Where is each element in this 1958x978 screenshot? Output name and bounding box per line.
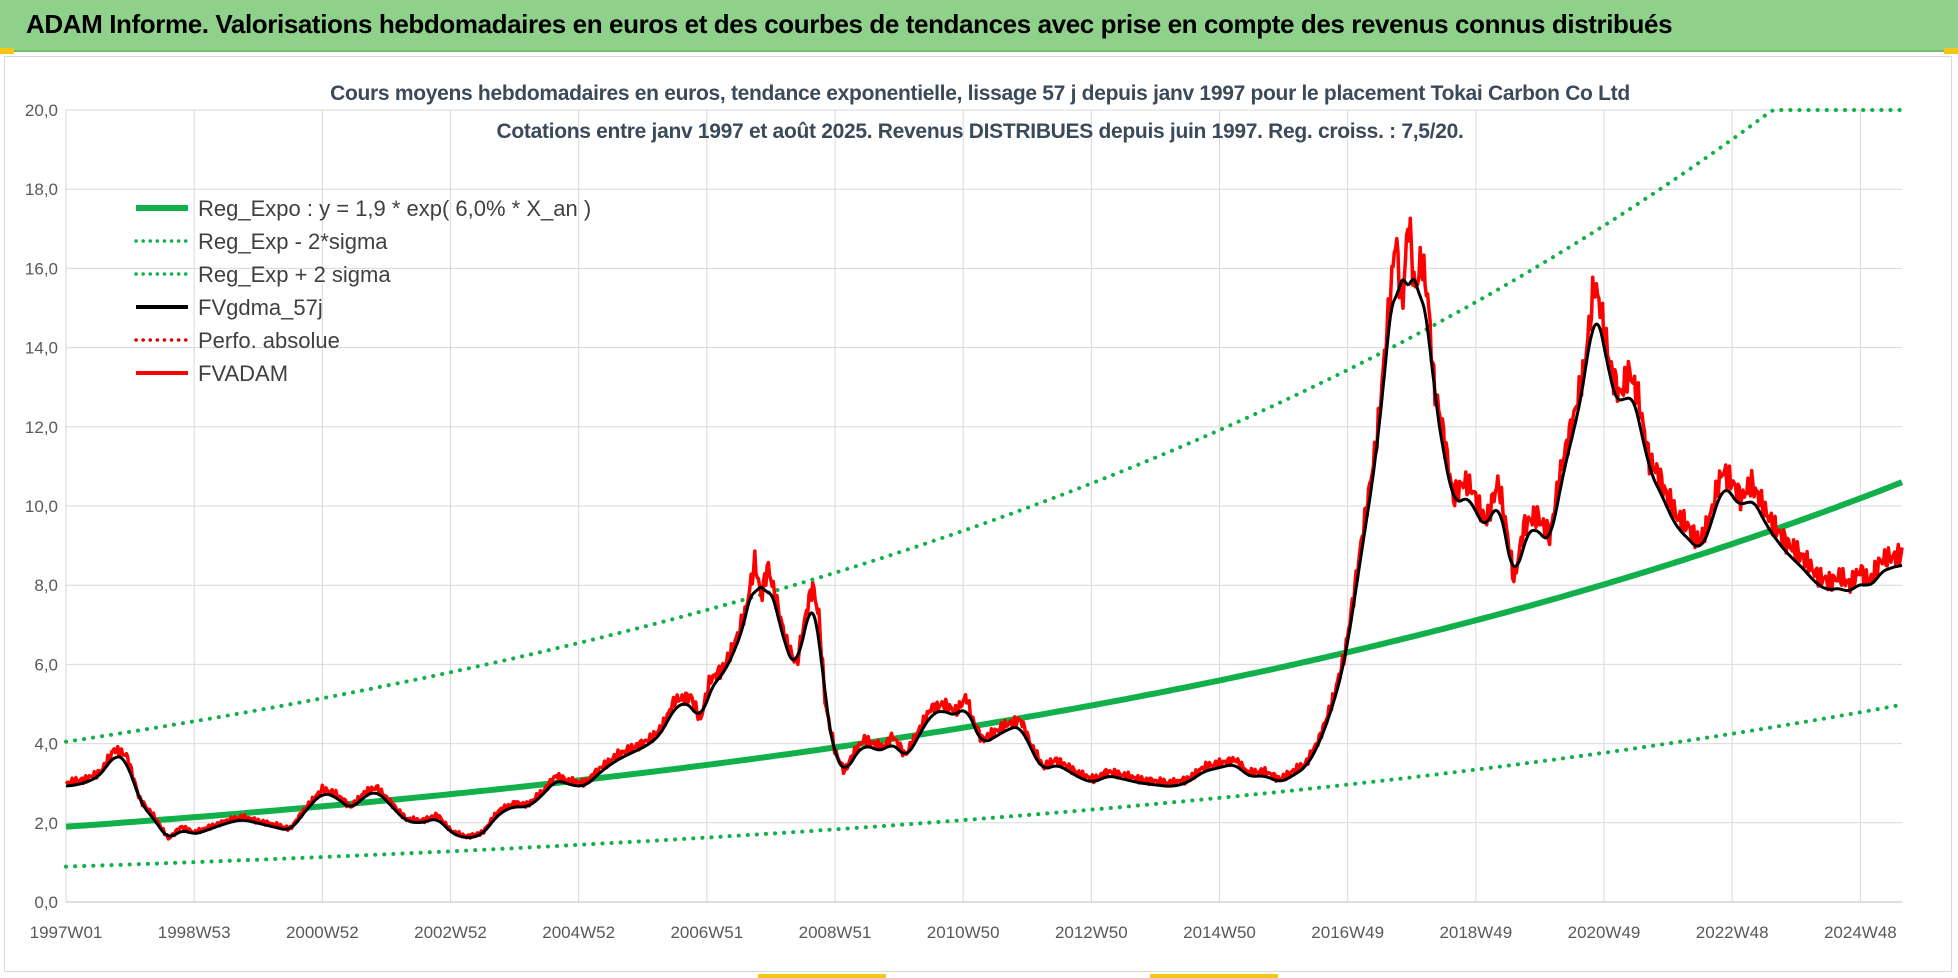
y-tick-label: 18,0	[25, 180, 58, 199]
x-tick-label: 2004W52	[542, 923, 615, 942]
x-tick-label: 2014W50	[1183, 923, 1256, 942]
x-tick-label: 2006W51	[670, 923, 743, 942]
bottom-strip-2	[1150, 974, 1278, 978]
legend-label: Reg_Exp - 2*sigma	[198, 229, 388, 254]
x-tick-label: 2000W52	[286, 923, 359, 942]
trend-upper-line	[64, 108, 1904, 744]
x-tick-label: 2024W48	[1824, 923, 1897, 942]
header-title: ADAM Informe. Valorisations hebdomadaire…	[26, 9, 1673, 39]
y-tick-label: 12,0	[25, 418, 58, 437]
x-tick-label: 2018W49	[1439, 923, 1512, 942]
chart-subtitle: Cotations entre janv 1997 et août 2025. …	[496, 120, 1464, 143]
x-tick-label: 2008W51	[799, 923, 872, 942]
x-tick-label: 1997W01	[30, 923, 103, 942]
x-tick-label: 2020W49	[1568, 923, 1641, 942]
y-tick-label: 6,0	[34, 655, 58, 674]
x-tick-label: 2012W50	[1055, 923, 1128, 942]
y-tick-label: 0,0	[34, 893, 58, 912]
chart-frame	[4, 56, 1952, 972]
y-tick-label: 4,0	[34, 735, 58, 754]
legend-label: FVgdma_57j	[198, 295, 323, 320]
x-tick-label: 1998W53	[158, 923, 231, 942]
bottom-strip-1	[758, 974, 886, 978]
x-tick-label: 2016W49	[1311, 923, 1384, 942]
x-tick-label: 2010W50	[927, 923, 1000, 942]
fvgdma-line	[65, 277, 1903, 839]
legend-label: FVADAM	[198, 361, 288, 386]
y-tick-label: 14,0	[25, 339, 58, 358]
perfo-absolue-line	[65, 218, 1903, 841]
y-tick-label: 16,0	[25, 259, 58, 278]
y-tick-label: 2,0	[34, 814, 58, 833]
corner-mark-left	[0, 48, 14, 54]
chart-title: Cours moyens hebdomadaires en euros, ten…	[330, 82, 1630, 105]
legend-label: Reg_Exp + 2 sigma	[198, 262, 391, 287]
y-tick-label: 10,0	[25, 497, 58, 516]
corner-mark-right	[1944, 48, 1958, 54]
legend-label: Reg_Expo : y = 1,9 * exp( 6,0% * X_an )	[198, 196, 591, 221]
x-tick-label: 2002W52	[414, 923, 487, 942]
trend-lower-line	[64, 702, 1904, 869]
x-tick-label: 2022W48	[1696, 923, 1769, 942]
y-tick-label: 8,0	[34, 576, 58, 595]
fvadam-line	[64, 216, 1904, 841]
trend-main-line	[65, 479, 1904, 830]
header-banner: ADAM Informe. Valorisations hebdomadaire…	[0, 0, 1958, 52]
legend-label: Perfo. absolue	[198, 328, 340, 353]
y-tick-label: 20,0	[25, 101, 58, 120]
